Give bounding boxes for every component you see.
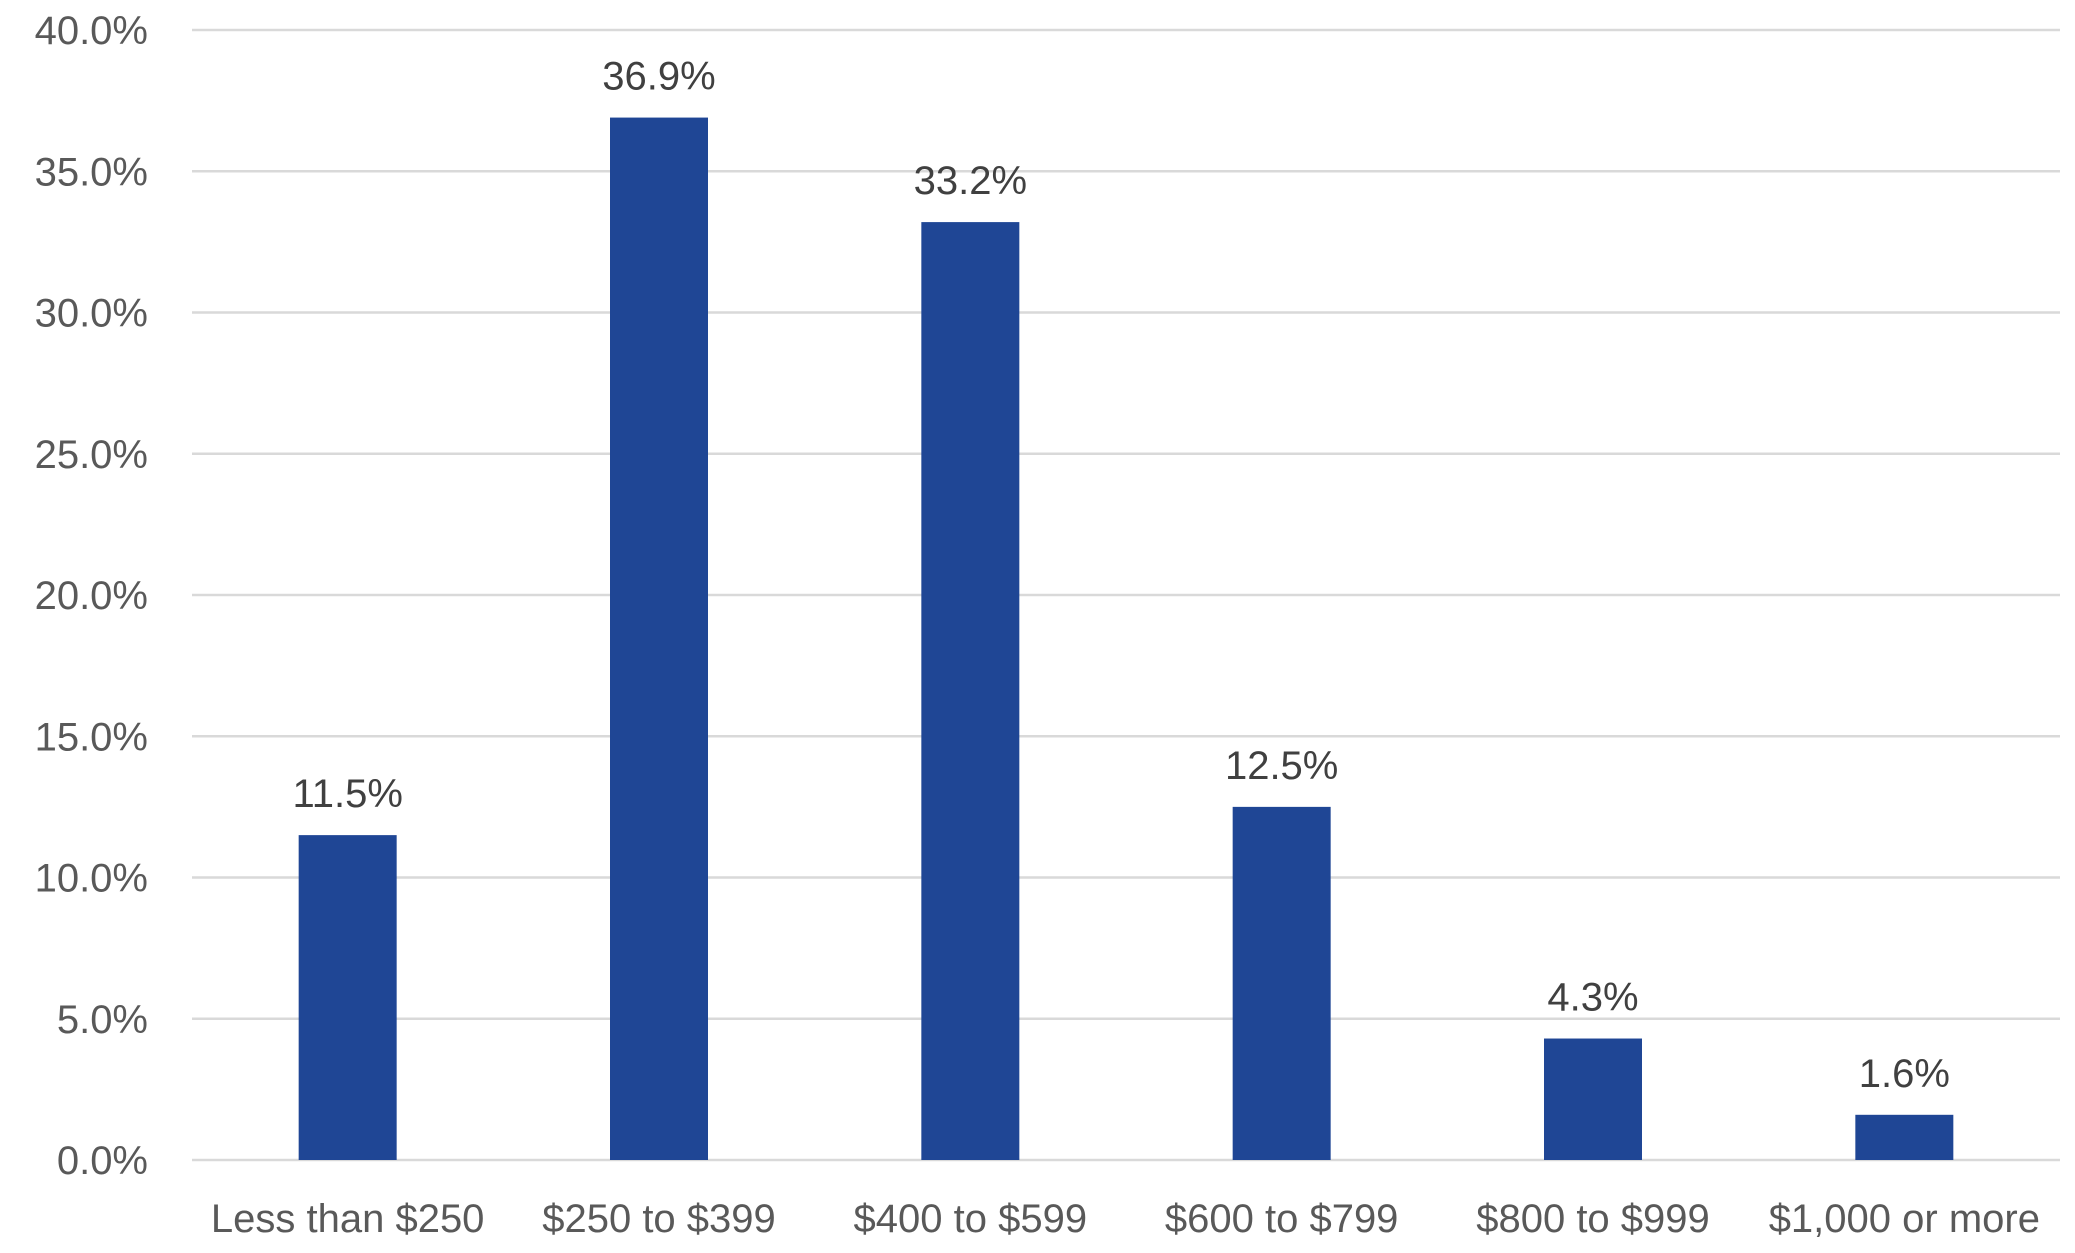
data-label: 36.9% xyxy=(602,55,715,99)
x-tick-label: $1,000 or more xyxy=(1769,1197,2040,1241)
data-label: 11.5% xyxy=(292,772,402,816)
data-label: 12.5% xyxy=(1225,744,1338,788)
data-label: 33.2% xyxy=(914,159,1027,203)
y-tick-label: 0.0% xyxy=(57,1139,148,1183)
bar xyxy=(921,222,1020,1161)
y-tick-label: 10.0% xyxy=(35,857,148,901)
x-tick-label: $600 to $799 xyxy=(1165,1197,1399,1241)
y-tick-label: 35.0% xyxy=(35,150,148,194)
bar xyxy=(1855,1114,1954,1160)
y-axis-tick-labels: 0.0% 5.0% 10.0% 15.0% 20.0% 25.0% 30.0% 35.0% 40… xyxy=(35,9,148,1183)
data-labels: 11.5% 36.9% 33.2% 12.5% 4.3% 1.6% xyxy=(292,55,1949,1096)
y-tick-label: 15.0% xyxy=(35,715,148,759)
y-tick-label: 5.0% xyxy=(57,998,148,1042)
bar xyxy=(298,835,397,1160)
gridlines xyxy=(192,28,2060,1162)
x-axis-tick-labels: Less than $250 $250 to $399 $400 to $599 $6… xyxy=(211,1197,2040,1241)
x-tick-label: $400 to $599 xyxy=(854,1197,1088,1241)
data-label: 1.6% xyxy=(1859,1052,1950,1096)
bar xyxy=(610,117,708,1161)
bar xyxy=(1544,1038,1642,1160)
bar xyxy=(1232,806,1331,1160)
data-label: 4.3% xyxy=(1547,976,1638,1020)
y-tick-label: 20.0% xyxy=(35,574,148,618)
y-tick-label: 40.0% xyxy=(35,9,148,53)
x-tick-label: Less than $250 xyxy=(211,1197,485,1241)
x-tick-label: $800 to $999 xyxy=(1476,1197,1710,1241)
x-tick-label: $250 to $399 xyxy=(542,1197,776,1241)
y-tick-label: 30.0% xyxy=(35,292,148,336)
y-tick-label: 25.0% xyxy=(35,433,148,477)
bars xyxy=(298,117,1954,1161)
